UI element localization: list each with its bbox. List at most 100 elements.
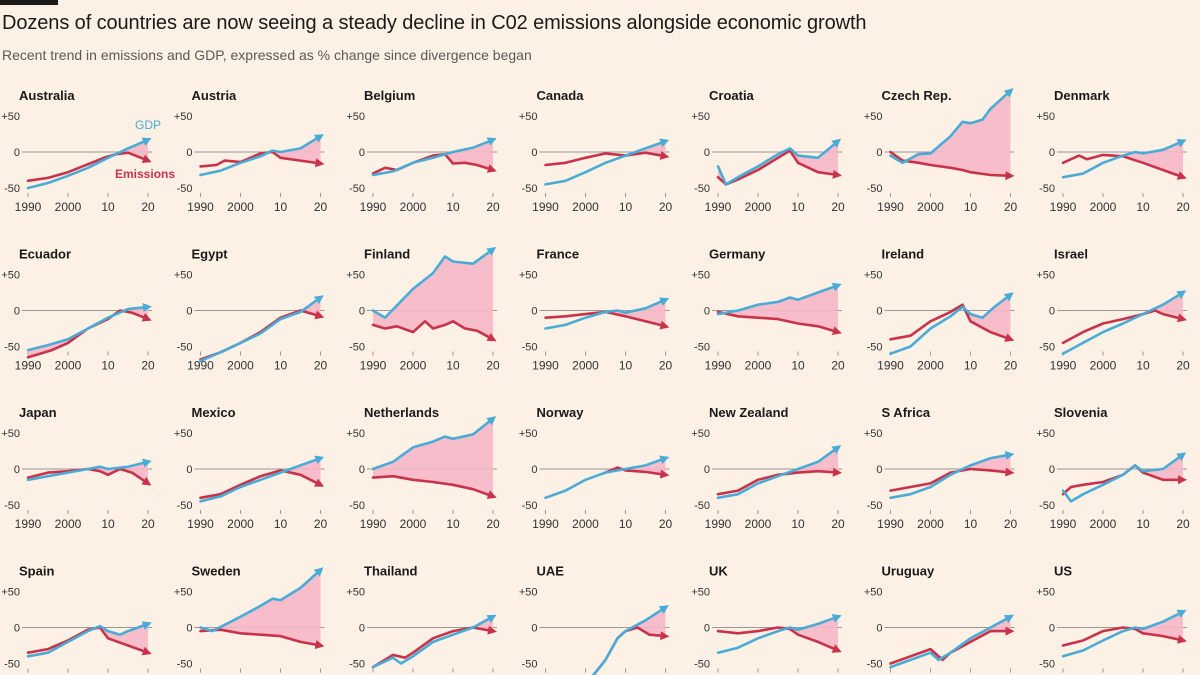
panel-slovenia: Slovenia +50 0 -50 1990 2000 10 20: [1036, 405, 1190, 531]
x-tick-label: 1990: [360, 517, 387, 531]
divergence-fill: [200, 569, 321, 646]
y-tick-label: +50: [346, 270, 365, 282]
gdp-line: [1061, 139, 1185, 179]
y-tick-label: 0: [531, 306, 537, 318]
panel-title: Uruguay: [882, 564, 936, 579]
panel-title: Mexico: [192, 405, 236, 420]
panel-title: Egypt: [192, 247, 229, 262]
emissions-arrow: [1004, 333, 1015, 342]
emissions-line: [1061, 153, 1185, 179]
gdp-line: [371, 138, 495, 177]
panel-croatia: Croatia +50 0 -50 1990 2000 10 20: [691, 88, 845, 214]
panel-title: Denmark: [1054, 88, 1110, 103]
x-tick-label: 2000: [55, 359, 82, 373]
gdp-line: [26, 305, 150, 352]
gdp-arrow: [658, 605, 669, 614]
y-tick-label: 0: [531, 147, 537, 159]
y-tick-label: -50: [177, 500, 193, 512]
panel-title: Canada: [537, 88, 585, 103]
panel-title: UK: [709, 564, 728, 579]
divergence-fill: [28, 623, 148, 657]
panel-title: France: [537, 247, 580, 262]
y-tick-label: -50: [522, 342, 538, 354]
gdp-arrow: [1176, 609, 1187, 618]
y-tick-label: 0: [1049, 147, 1055, 159]
x-tick-label: 2000: [572, 517, 599, 531]
emissions-line: [716, 469, 840, 496]
y-tick-label: -50: [522, 183, 538, 195]
x-tick-label: 10: [274, 517, 288, 531]
y-tick-label: +50: [1036, 587, 1055, 599]
y-tick-label: 0: [1049, 306, 1055, 318]
divergence-fill: [890, 90, 1011, 176]
y-tick-label: 0: [359, 306, 365, 318]
divergence-fill: [890, 294, 1011, 354]
x-tick-label: 2000: [55, 200, 82, 214]
panel-israel: Israel +50 0 -50 1990 2000 10 20: [1036, 247, 1190, 373]
panel-mexico: Mexico +50 0 -50 1990 2000 10 20: [174, 405, 328, 531]
gdp-arrow: [659, 138, 670, 148]
x-tick-label: 1990: [15, 359, 42, 373]
y-tick-label: +50: [864, 428, 883, 440]
panel-s-africa: S Africa +50 0 -50 1990 2000 10 20: [864, 405, 1018, 531]
gdp-line: [716, 615, 840, 655]
gdp-arrow: [141, 621, 152, 630]
y-tick-label: -50: [1039, 342, 1055, 354]
y-tick-label: -50: [4, 342, 20, 354]
y-tick-label: +50: [864, 111, 883, 123]
emissions-arrow: [659, 320, 670, 330]
x-tick-label: 20: [141, 200, 155, 214]
emissions-line: [591, 626, 667, 675]
x-tick-label: 2000: [917, 359, 944, 373]
panel-netherlands: Netherlands +50 0 -50 1990 2000 10 20: [346, 405, 500, 531]
gdp-arrow: [659, 297, 670, 306]
y-tick-label: +50: [174, 111, 193, 123]
emissions-line: [889, 629, 1012, 665]
divergence-fill: [593, 607, 666, 675]
y-tick-label: +50: [174, 587, 193, 599]
gdp-arrow: [486, 416, 497, 426]
panel-title: S Africa: [882, 405, 931, 420]
x-tick-label: 1990: [1050, 517, 1077, 531]
gdp-line: [889, 615, 1012, 669]
divergence-fill: [373, 139, 493, 175]
x-tick-label: 10: [791, 200, 805, 214]
y-tick-label: +50: [691, 428, 710, 440]
emissions-line: [544, 151, 667, 167]
x-tick-label: 1990: [705, 359, 732, 373]
x-tick-label: 2000: [400, 200, 427, 214]
y-tick-label: 0: [704, 306, 710, 318]
gdp-arrow: [1176, 139, 1187, 148]
divergence-fill: [718, 616, 838, 653]
panel-new-zealand: New Zealand +50 0 -50 1990 2000 10 20: [691, 405, 845, 531]
panel-germany: Germany +50 0 -50 1990 2000 10 20: [691, 247, 845, 373]
y-tick-label: -50: [867, 342, 883, 354]
y-tick-label: +50: [519, 111, 538, 123]
gdp-line: [544, 456, 667, 500]
y-tick-label: -50: [349, 183, 365, 195]
x-tick-label: 1990: [705, 200, 732, 214]
panel-title: Spain: [19, 564, 54, 579]
y-tick-label: 0: [531, 464, 537, 476]
emissions-arrow: [832, 467, 842, 477]
divergence-fill: [1063, 141, 1183, 178]
x-tick-label: 20: [1004, 517, 1018, 531]
y-tick-label: -50: [867, 659, 883, 671]
emissions-arrow: [1176, 171, 1187, 180]
y-tick-label: -50: [694, 183, 710, 195]
x-tick-label: 1990: [877, 200, 904, 214]
panel-title: Belgium: [364, 88, 415, 103]
x-tick-label: 20: [486, 200, 500, 214]
divergence-fill: [200, 297, 321, 361]
y-tick-label: -50: [694, 342, 710, 354]
gdp-line: [591, 605, 667, 675]
divergence-fill: [28, 306, 148, 358]
x-tick-label: 1990: [15, 200, 42, 214]
emissions-arrow: [831, 644, 842, 653]
gdp-arrow: [659, 455, 670, 465]
emissions-arrow: [314, 310, 325, 320]
x-tick-label: 10: [791, 517, 805, 531]
